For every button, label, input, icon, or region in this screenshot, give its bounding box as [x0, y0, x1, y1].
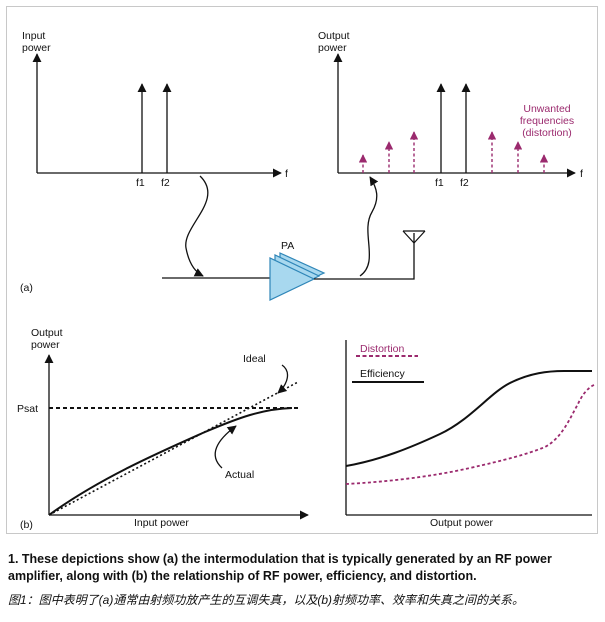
- output-axis-label-line1: Output: [318, 30, 350, 42]
- input-axis-label-line1: Input: [22, 30, 45, 42]
- figure-frame: [6, 6, 598, 534]
- ideal-pointer: [277, 364, 289, 394]
- output-f2-label: f2: [460, 177, 469, 189]
- input-connector-curve: [185, 175, 209, 277]
- pa-label: PA: [281, 240, 294, 252]
- input-axis-label-line2: power: [22, 42, 51, 54]
- panel-b-label: (b): [20, 519, 33, 531]
- panel-a-label: (a): [20, 282, 33, 294]
- output-f1-label: f1: [435, 177, 444, 189]
- left-x-label: Input power: [134, 517, 189, 529]
- input-f-axis-label: f: [285, 168, 288, 180]
- unwanted-label-line2: frequencies: [520, 115, 574, 127]
- actual-curve: [48, 407, 293, 516]
- left-y-label-line2: power: [31, 339, 60, 351]
- left-y-label-line1: Output: [31, 327, 63, 339]
- ideal-curve: [48, 381, 299, 516]
- ideal-label: Ideal: [243, 353, 266, 365]
- psat-label: Psat: [17, 403, 38, 415]
- legend-distortion-label: Distortion: [360, 343, 405, 355]
- input-f1-label: f1: [136, 177, 145, 189]
- actual-label: Actual: [225, 469, 254, 481]
- pa-amplifier-symbol: [269, 252, 326, 301]
- caption-english: 1. These depictions show (a) the intermo…: [8, 552, 552, 583]
- unwanted-label-line1: Unwanted: [523, 103, 570, 115]
- distortion-curve: [345, 383, 597, 485]
- panel-a: Input power f f1 f2 Output power f f1 f2…: [20, 30, 583, 301]
- signal-output-line: [314, 233, 415, 280]
- output-connector-curve: [359, 176, 379, 277]
- antenna-icon: [402, 230, 426, 244]
- efficiency-curve: [345, 370, 592, 467]
- output-axis-label-line2: power: [318, 42, 347, 54]
- legend-efficiency-label: Efficiency: [360, 368, 405, 380]
- unwanted-label-line3: (distortion): [522, 127, 572, 139]
- panel-b: Output power Psat Input power Ideal Actu…: [17, 327, 597, 531]
- actual-pointer: [214, 425, 237, 469]
- right-x-label: Output power: [430, 517, 494, 529]
- input-f2-label: f2: [161, 177, 170, 189]
- caption-chinese: 图1：图中表明了(a)通常由射频功放产生的互调失真，以及(b)射频功率、效率和失…: [8, 593, 525, 607]
- output-f-axis-label: f: [580, 168, 583, 180]
